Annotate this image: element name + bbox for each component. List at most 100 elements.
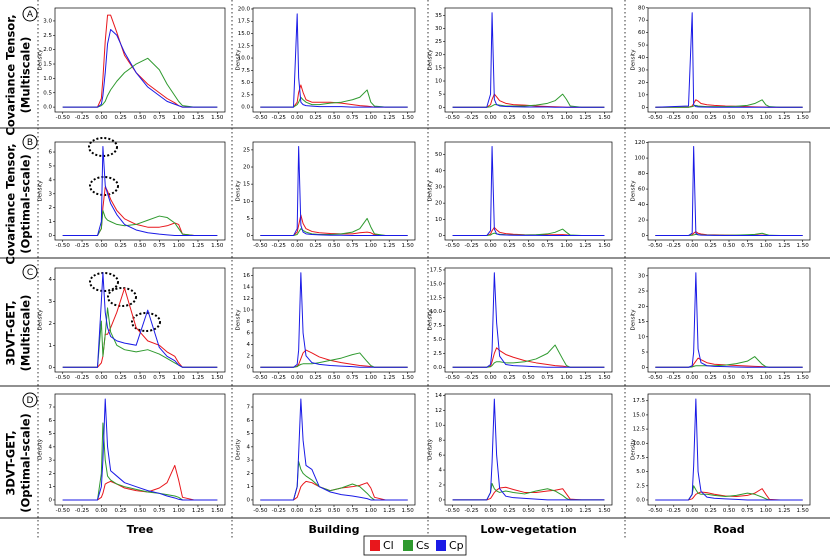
y-tick-label: 12: [243, 296, 250, 302]
x-tick-label: 0.75: [153, 375, 166, 381]
x-tick-label: 1.00: [760, 375, 773, 381]
x-tick-label: -0.50: [253, 243, 268, 249]
x-tick-label: 0.25: [115, 375, 128, 381]
y-tick-label: 10: [435, 423, 442, 429]
x-tick-label: 1.00: [760, 508, 773, 514]
x-tick-label: 1.50: [598, 375, 611, 381]
y-tick-label: 2.0: [43, 47, 52, 53]
subplot: -0.50 -0.25 0.00 0.25 0.50 0.75 1.00 1.25 1.50 0 1…: [38, 267, 226, 381]
x-tick-label: -0.50: [445, 508, 460, 514]
x-tick-label: 1.50: [598, 115, 611, 121]
y-tick-label: 0: [439, 105, 443, 111]
x-tick-label: 0.25: [704, 375, 717, 381]
x-tick-label: 1.25: [579, 115, 592, 121]
subplot: -0.50 -0.25 0.00 0.25 0.50 0.75 1.00 1.25 1.50 0 2…: [236, 267, 416, 381]
y-tick-label: 30: [638, 273, 645, 279]
x-tick-label: 1.25: [383, 508, 396, 514]
x-tick-label: 0.25: [503, 243, 516, 249]
y-tick-label: 7.5: [636, 455, 645, 461]
subplot: -0.50 -0.25 0.00 0.25 0.50 0.75 1.00 1.25 1.50 0 5…: [631, 267, 811, 381]
row-title: Covariance Tensor,: [4, 14, 18, 135]
density-line: [62, 464, 218, 501]
x-tick-label: 1.25: [778, 508, 791, 514]
x-tick-label: 0.50: [328, 115, 341, 121]
y-tick-label: 8: [439, 438, 443, 444]
x-tick-label: 0.00: [484, 375, 497, 381]
subplot: -0.50 -0.25 0.00 0.25 0.50 0.75 1.00 1.25 1.50 0.…: [236, 6, 416, 121]
y-tick-label: 5: [247, 431, 251, 437]
density-line: [655, 356, 803, 368]
x-tick-label: 1.50: [797, 243, 810, 249]
y-tick-label: 6: [49, 150, 53, 156]
x-tick-label: 0.25: [309, 115, 322, 121]
x-tick-label: 1.25: [778, 375, 791, 381]
column-label: Road: [713, 523, 744, 536]
density-line: [260, 398, 408, 501]
y-tick-label: 17.5: [633, 398, 646, 404]
x-tick-label: 0.00: [95, 243, 108, 249]
x-tick-label: -0.25: [75, 508, 90, 514]
y-tick-label: 3: [49, 191, 53, 197]
highlight-circle: [89, 176, 119, 196]
y-tick-label: 20: [638, 218, 645, 224]
x-tick-label: -0.50: [648, 115, 663, 121]
density-line: [260, 214, 408, 237]
x-tick-label: 0.00: [95, 375, 108, 381]
y-axis-label: Density: [38, 438, 44, 460]
x-tick-label: 1.50: [211, 243, 224, 249]
y-tick-label: 17.5: [238, 19, 251, 25]
y-tick-label: 50: [638, 43, 645, 49]
y-tick-label: 5: [439, 92, 443, 98]
subplot: -0.50 -0.25 0.00 0.25 0.50 0.75 1.00 1.25 1.50 0.…: [428, 267, 613, 381]
density-line: [62, 29, 218, 108]
y-tick-label: 80: [638, 5, 645, 11]
y-tick-label: 40: [638, 55, 645, 61]
x-tick-label: -0.50: [253, 508, 268, 514]
panel-letter: C: [27, 268, 33, 278]
x-tick-label: 1.50: [598, 243, 611, 249]
subplot: -0.50 -0.25 0.00 0.25 0.50 0.75 1.00 1.25 1.50 0 1…: [236, 393, 416, 514]
x-tick-label: 0.75: [346, 508, 359, 514]
y-tick-label: 2: [49, 205, 53, 211]
x-tick-label: 1.50: [211, 115, 224, 121]
y-tick-label: 1: [49, 219, 53, 225]
x-tick-label: 0.25: [309, 375, 322, 381]
y-tick-label: 0: [49, 365, 53, 371]
x-tick-label: 1.00: [173, 508, 186, 514]
density-line: [260, 272, 408, 368]
x-tick-label: 0.75: [346, 375, 359, 381]
x-tick-label: 0.25: [704, 115, 717, 121]
y-tick-label: 5.0: [433, 337, 442, 343]
x-tick-label: -0.25: [667, 243, 682, 249]
y-tick-label: 20.0: [238, 6, 251, 12]
y-tick-label: 70: [638, 18, 645, 24]
subplot: -0.50 -0.25 0.00 0.25 0.50 0.75 1.00 1.25 1.50 0 5…: [236, 141, 416, 249]
y-tick-label: 0.0: [433, 365, 442, 371]
x-tick-label: 0.00: [484, 508, 497, 514]
y-tick-label: 10: [638, 92, 645, 98]
subplot: -0.50 -0.25 0.00 0.25 0.50 0.75 1.00 1.25 1.50 0 1…: [38, 141, 226, 249]
density-line: [655, 12, 803, 108]
y-tick-label: 60: [638, 187, 645, 193]
x-tick-label: 1.25: [192, 243, 205, 249]
y-tick-label: 7.5: [433, 323, 442, 329]
x-tick-label: 1.25: [383, 375, 396, 381]
y-axis-label: Density: [631, 309, 637, 331]
density-line: [655, 398, 803, 501]
y-tick-label: 7: [49, 405, 53, 411]
y-axis-label: Density: [631, 438, 637, 460]
subplot: -0.50 -0.25 0.00 0.25 0.50 0.75 1.00 1.25 1.50 0 1…: [38, 393, 226, 514]
y-tick-label: 2: [49, 321, 53, 327]
y-tick-label: 2: [49, 471, 53, 477]
x-tick-label: 1.00: [560, 115, 573, 121]
y-axis-label: Density: [236, 49, 242, 71]
density-line: [452, 226, 605, 237]
x-tick-label: 0.25: [115, 243, 128, 249]
y-tick-label: 30: [435, 26, 442, 32]
y-axis-label: Density: [236, 438, 242, 460]
y-axis-label: Density: [428, 438, 434, 460]
y-tick-label: 10: [243, 307, 250, 313]
x-tick-label: 0.50: [328, 508, 341, 514]
x-tick-label: 0.50: [134, 508, 147, 514]
x-tick-label: -0.50: [56, 375, 71, 381]
